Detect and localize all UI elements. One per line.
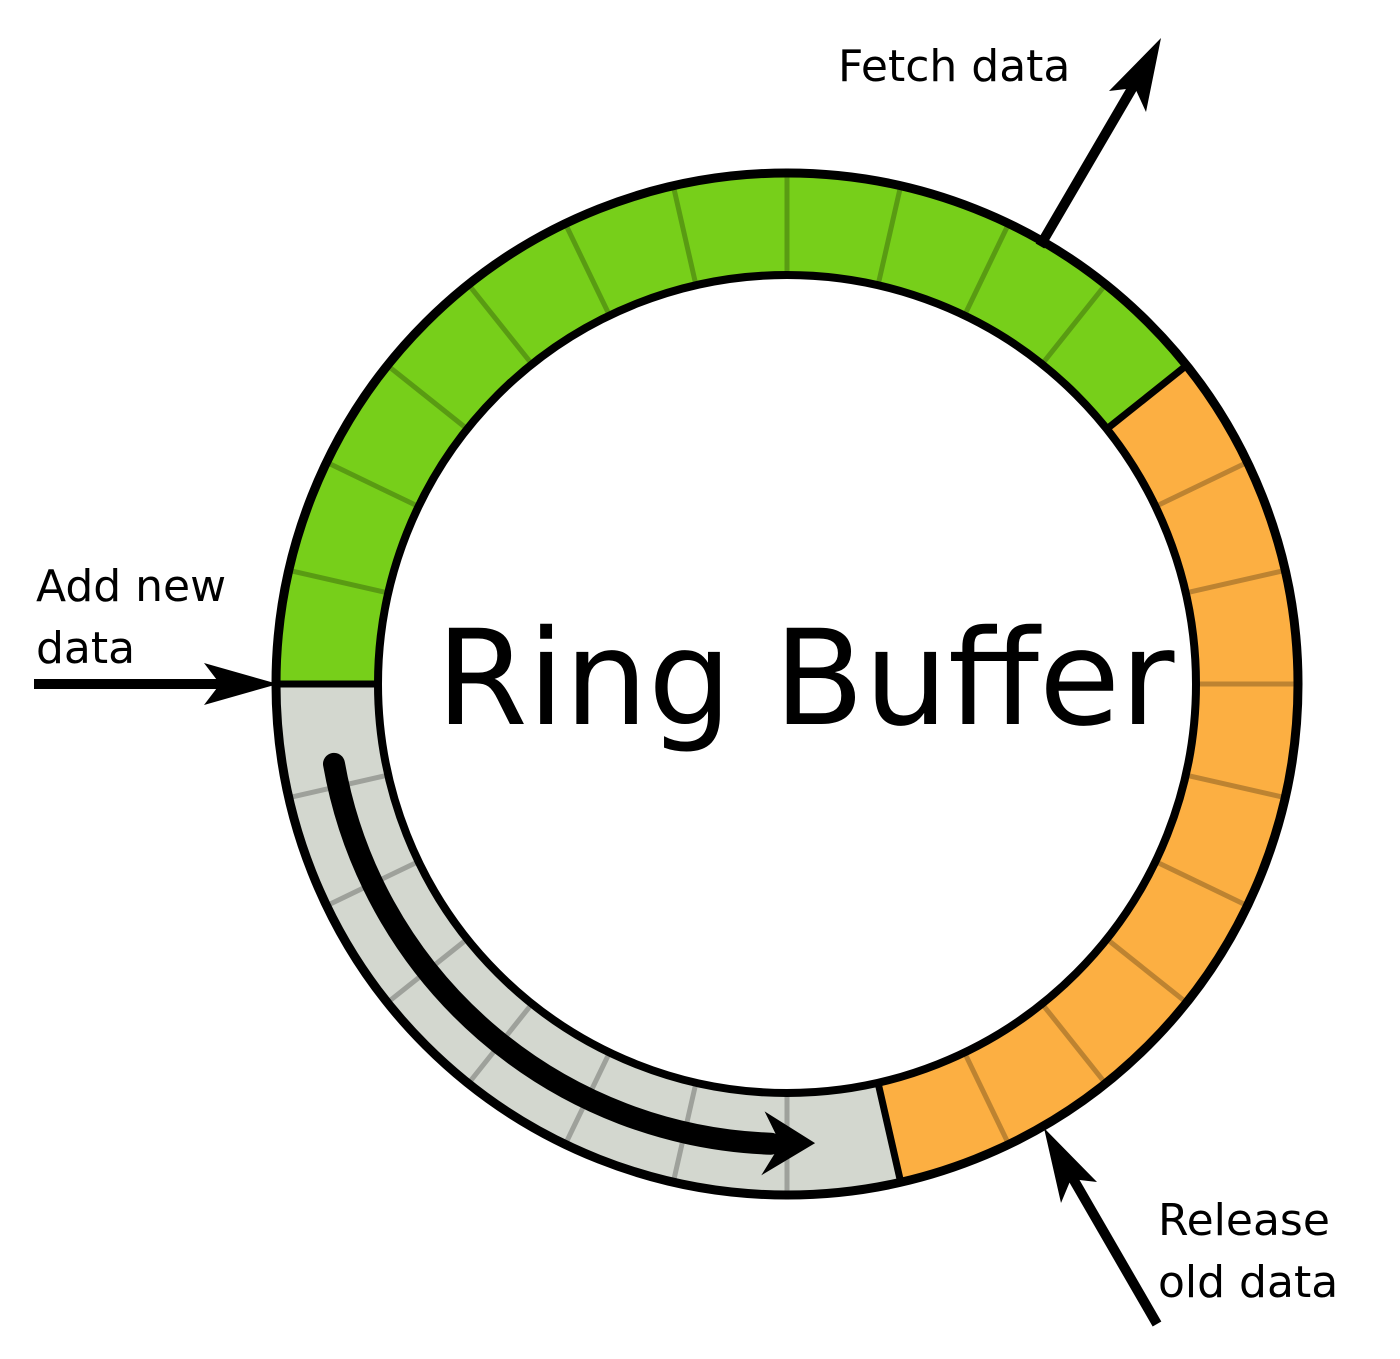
release-old-data-label-line2: old data [1158,1257,1339,1308]
cell-divider [385,363,469,431]
region-boundary [874,1081,905,1183]
release-old-data-label-line1: Release [1158,1195,1330,1246]
cell-divider [1105,937,1189,1005]
release-arrow [1044,1128,1162,1327]
buffer-cell-filled [325,365,468,509]
cell-divider [1154,859,1249,908]
cell-divider [1185,567,1286,596]
cell-divider [1154,460,1249,509]
cell-divider [1185,772,1286,801]
cell-divider [962,1051,1011,1146]
buffer-cell-filled [562,185,696,317]
fetch-arrow [1035,38,1161,249]
buffer-cell-filled [962,222,1106,365]
cell-divider [1040,1002,1108,1086]
cell-divider [325,460,420,509]
buffer-cell-queued [1185,681,1298,798]
buffer-cell-queued [1155,772,1286,906]
buffer-cell-queued [878,1051,1012,1183]
region-boundaries [276,362,1189,1183]
diagram-title: Ring Buffer [436,602,1175,756]
cell-divider [466,282,534,366]
buffer-cell-empty [276,684,389,801]
add-new-data-label-line1: Add new [36,561,227,612]
cell-divider [1040,282,1108,366]
cell-divider [563,222,612,317]
buffer-cell-filled [276,570,389,687]
add-arrow [34,663,278,705]
cell-divider [288,567,389,596]
buffer-cell-filled [670,173,787,286]
buffer-cell-filled [875,185,1009,316]
buffer-cell-queued [1185,567,1298,684]
buffer-cell-filled [288,462,419,596]
direction-arrow [322,752,816,1176]
buffer-cell-filled [784,173,901,286]
add-new-data-label-line2: data [36,623,136,674]
buffer-cell-queued [1106,859,1249,1003]
buffer-cell-empty [787,1082,904,1195]
buffer-cell-queued [1154,459,1286,593]
cell-divider [875,185,904,286]
region-boundary [1104,362,1189,432]
fetch-data-label: Fetch data [838,41,1071,92]
cell-divider [962,222,1011,317]
cell-divider [670,185,699,286]
